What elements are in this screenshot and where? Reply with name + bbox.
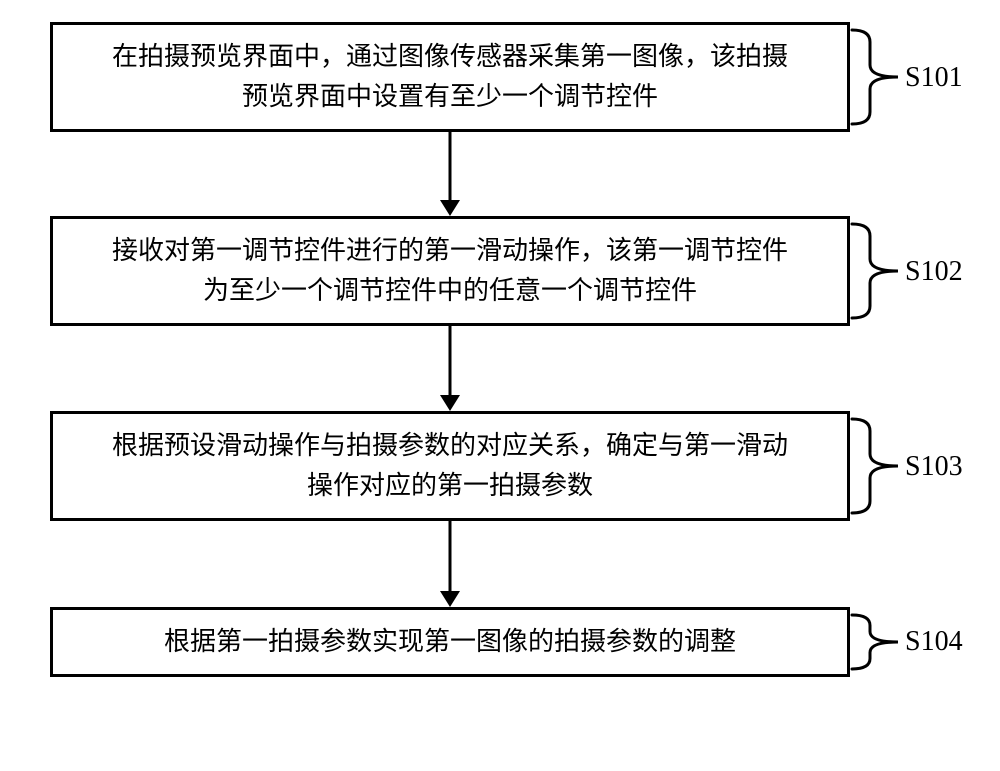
step-text-line: 接收对第一调节控件进行的第一滑动操作，该第一调节控件 <box>112 231 788 271</box>
step-label-s102: S102 <box>905 256 963 288</box>
step-text-line: 操作对应的第一拍摄参数 <box>112 466 788 506</box>
step-text-line: 根据预设滑动操作与拍摄参数的对应关系，确定与第一滑动 <box>112 426 788 466</box>
step-box-s102: 接收对第一调节控件进行的第一滑动操作，该第一调节控件为至少一个调节控件中的任意一… <box>50 216 850 326</box>
step-label-s104: S104 <box>905 626 963 658</box>
step-text-line: 为至少一个调节控件中的任意一个调节控件 <box>112 271 788 311</box>
step-box-s103: 根据预设滑动操作与拍摄参数的对应关系，确定与第一滑动操作对应的第一拍摄参数 <box>50 411 850 521</box>
step-text-line: 在拍摄预览界面中，通过图像传感器采集第一图像，该拍摄 <box>112 37 788 77</box>
step-box-s101: 在拍摄预览界面中，通过图像传感器采集第一图像，该拍摄预览界面中设置有至少一个调节… <box>50 22 850 132</box>
step-text-line: 预览界面中设置有至少一个调节控件 <box>112 77 788 117</box>
step-text-line: 根据第一拍摄参数实现第一图像的拍摄参数的调整 <box>164 622 736 662</box>
flowchart-canvas: 在拍摄预览界面中，通过图像传感器采集第一图像，该拍摄预览界面中设置有至少一个调节… <box>0 0 1000 771</box>
step-box-s104: 根据第一拍摄参数实现第一图像的拍摄参数的调整 <box>50 607 850 677</box>
step-label-s103: S103 <box>905 451 963 483</box>
step-label-s101: S101 <box>905 62 963 94</box>
